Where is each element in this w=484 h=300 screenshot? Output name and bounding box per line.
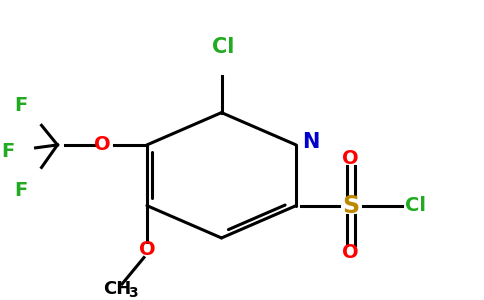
Text: F: F — [14, 96, 27, 115]
Text: O: O — [94, 135, 110, 154]
Text: F: F — [1, 142, 15, 161]
Text: F: F — [14, 182, 27, 200]
Text: 3: 3 — [128, 286, 138, 300]
Text: Cl: Cl — [405, 196, 426, 215]
Text: O: O — [343, 149, 359, 168]
Text: O: O — [138, 240, 155, 259]
Text: Cl: Cl — [212, 37, 235, 57]
Text: N: N — [302, 132, 319, 152]
Text: S: S — [342, 194, 359, 218]
Text: O: O — [343, 243, 359, 262]
Text: CH: CH — [103, 280, 131, 298]
